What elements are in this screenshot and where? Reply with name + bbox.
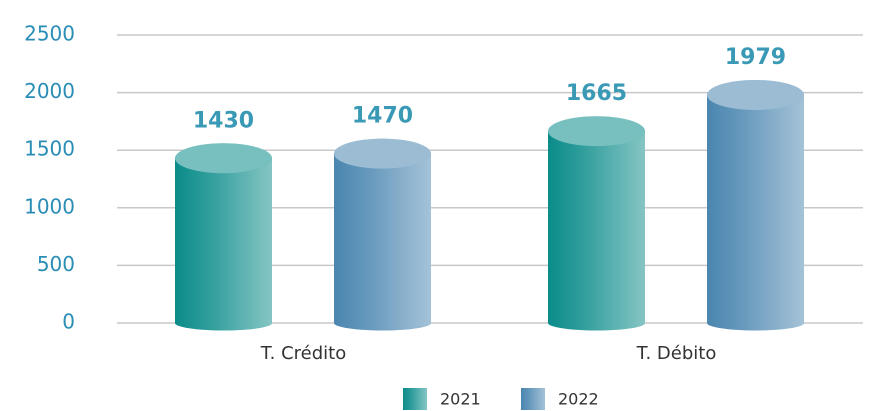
legend-swatch-shine: [521, 388, 545, 410]
bar-top-shine: [334, 138, 431, 169]
x-tick-label: T. Crédito: [260, 343, 346, 364]
cylinder: [548, 116, 645, 331]
bar-top-shine: [707, 80, 804, 111]
bar-top: [334, 138, 431, 169]
y-tick-label: 1500: [24, 137, 75, 161]
cylinder: [175, 143, 272, 331]
y-tick-label: 1000: [24, 194, 75, 218]
y-tick-label: 2500: [24, 22, 75, 46]
bar-shine: [548, 131, 645, 331]
value-label: 1430: [193, 108, 254, 133]
bar-top: [548, 116, 645, 147]
bar-top-shine: [175, 143, 272, 174]
cylinder: [334, 138, 431, 331]
cylinder: [707, 80, 804, 331]
value-label: 1470: [352, 104, 413, 129]
bar-top: [175, 143, 272, 174]
legend-label: 2021: [440, 390, 481, 409]
legend-label: 2022: [558, 390, 599, 409]
y-tick-label: 500: [37, 252, 75, 276]
bar-top-shine: [548, 116, 645, 147]
y-tick-label: 0: [62, 310, 75, 334]
bar-shine: [175, 158, 272, 331]
value-label: 1665: [566, 81, 627, 106]
legend-swatch-shine: [403, 388, 427, 410]
x-tick-label: T. Débito: [636, 343, 717, 364]
bar-shine: [334, 153, 431, 331]
bar-shine: [707, 95, 804, 331]
value-label: 1979: [725, 45, 786, 70]
y-tick-label: 2000: [24, 79, 75, 103]
bar-top: [707, 80, 804, 111]
